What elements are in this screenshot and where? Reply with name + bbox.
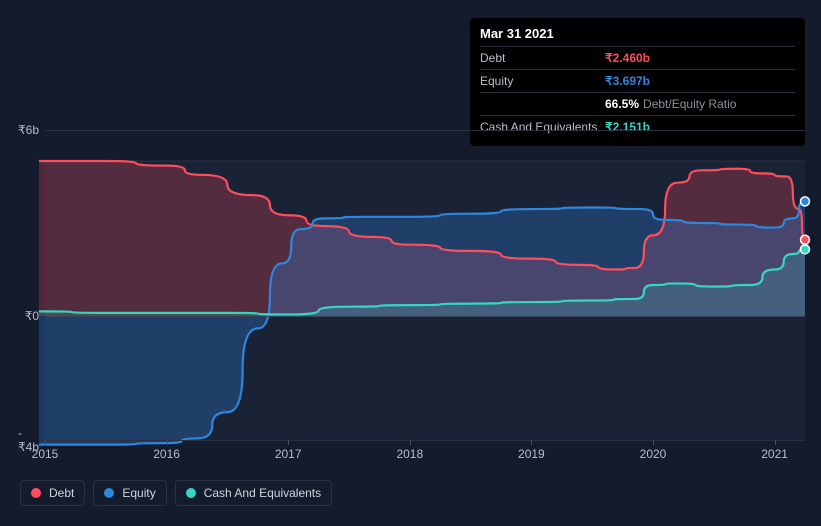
chart-svg — [45, 130, 805, 440]
chart-plot-area: ₹6b₹0-₹4b — [45, 130, 805, 440]
x-axis-label: 2020 — [640, 447, 667, 461]
tooltip-row-label — [480, 95, 605, 113]
x-axis-label: 2021 — [761, 447, 788, 461]
tooltip-row-value: ₹2.460b — [605, 49, 650, 67]
legend-label: Debt — [49, 486, 74, 500]
x-tick — [410, 440, 411, 445]
tooltip-date: Mar 31 2021 — [480, 24, 795, 44]
x-tick — [775, 440, 776, 445]
x-tick — [167, 440, 168, 445]
x-tick — [531, 440, 532, 445]
legend-label: Equity — [122, 486, 155, 500]
point-tooltip: Mar 31 2021 Debt₹2.460bEquity₹3.697b66.5… — [470, 18, 805, 146]
x-axis: 2015201620172018201920202021 — [45, 445, 805, 465]
x-axis-label: 2017 — [275, 447, 302, 461]
cash-end-marker — [801, 245, 810, 254]
x-tick — [45, 440, 46, 445]
gridline — [45, 316, 805, 317]
legend-swatch — [186, 488, 196, 498]
x-axis-label: 2016 — [153, 447, 180, 461]
y-axis-label: ₹0 — [25, 309, 39, 323]
tooltip-row-sub: Debt/Equity Ratio — [643, 97, 736, 111]
gridline — [45, 440, 805, 441]
tooltip-row-value: 66.5%Debt/Equity Ratio — [605, 95, 736, 113]
y-axis-label: ₹6b — [18, 123, 39, 137]
legend: Debt Equity Cash And Equivalents — [20, 480, 332, 506]
tooltip-row: Debt₹2.460b — [480, 46, 795, 69]
legend-item-equity[interactable]: Equity — [93, 480, 166, 506]
x-tick — [288, 440, 289, 445]
legend-item-debt[interactable]: Debt — [20, 480, 85, 506]
tooltip-row: 66.5%Debt/Equity Ratio — [480, 92, 795, 115]
x-axis-label: 2018 — [396, 447, 423, 461]
debt-end-marker — [801, 235, 810, 244]
gridline — [45, 130, 805, 131]
x-tick — [653, 440, 654, 445]
tooltip-row-label: Equity — [480, 72, 605, 90]
x-axis-label: 2019 — [518, 447, 545, 461]
tooltip-row-value: ₹3.697b — [605, 72, 650, 90]
x-axis-label: 2015 — [32, 447, 59, 461]
legend-swatch — [31, 488, 41, 498]
equity-end-marker — [801, 197, 810, 206]
legend-swatch — [104, 488, 114, 498]
legend-label: Cash And Equivalents — [204, 486, 321, 500]
legend-item-cash[interactable]: Cash And Equivalents — [175, 480, 332, 506]
tooltip-row: Equity₹3.697b — [480, 69, 795, 92]
tooltip-row-label: Debt — [480, 49, 605, 67]
